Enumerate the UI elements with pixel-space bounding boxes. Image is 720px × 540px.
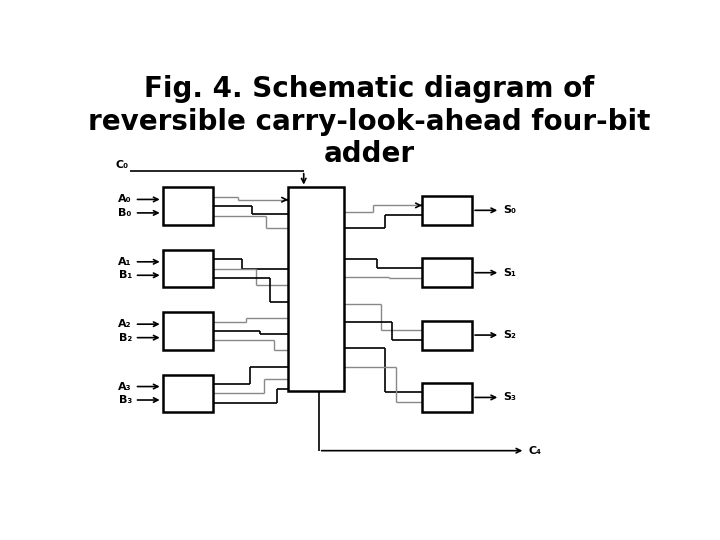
FancyBboxPatch shape [422,196,472,225]
FancyBboxPatch shape [422,258,472,287]
Text: C₄: C₄ [528,446,541,456]
Text: A₁: A₁ [118,257,132,267]
Text: B₃: B₃ [119,395,132,405]
FancyBboxPatch shape [163,187,213,225]
FancyBboxPatch shape [163,312,213,349]
Text: S₁: S₁ [503,268,516,278]
Text: C₀: C₀ [115,160,128,170]
Text: Fig. 4. Schematic diagram of
reversible carry-look-ahead four-bit
adder: Fig. 4. Schematic diagram of reversible … [88,75,650,168]
Text: B₀: B₀ [119,208,132,218]
Text: A₂: A₂ [118,319,132,329]
FancyBboxPatch shape [163,375,213,412]
Text: A₀: A₀ [118,194,132,205]
FancyBboxPatch shape [422,383,472,412]
Text: A₃: A₃ [118,382,132,392]
Text: S₂: S₂ [503,330,516,340]
Text: S₃: S₃ [503,393,516,402]
FancyBboxPatch shape [288,187,344,391]
Text: S₀: S₀ [503,205,516,215]
FancyBboxPatch shape [163,250,213,287]
Text: B₂: B₂ [119,333,132,343]
FancyBboxPatch shape [422,321,472,349]
Text: B₁: B₁ [119,271,132,280]
